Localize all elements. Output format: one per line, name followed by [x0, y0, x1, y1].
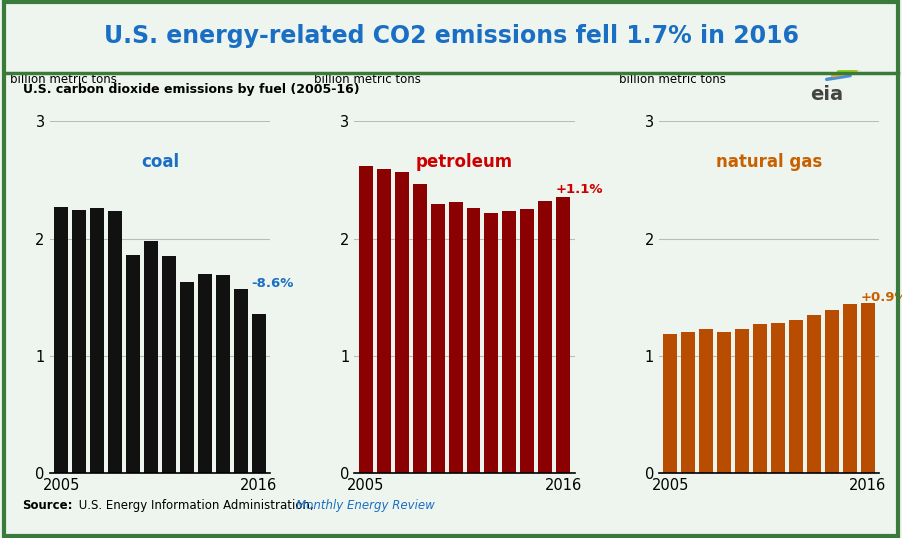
Bar	[557, 197, 570, 473]
Bar	[179, 282, 194, 473]
Bar	[144, 241, 158, 473]
Text: billion metric tons: billion metric tons	[315, 73, 421, 86]
Bar	[771, 323, 785, 473]
Bar	[126, 255, 140, 473]
Bar	[90, 208, 104, 473]
Bar	[162, 256, 176, 473]
Text: billion metric tons: billion metric tons	[619, 73, 726, 86]
Bar	[484, 213, 499, 473]
Bar	[234, 289, 248, 473]
Bar	[252, 314, 266, 473]
Bar	[825, 310, 839, 473]
Text: -8.6%: -8.6%	[252, 277, 294, 289]
Bar	[359, 166, 373, 473]
Bar	[807, 315, 821, 473]
Bar	[842, 305, 857, 473]
Bar	[216, 275, 230, 473]
Bar	[108, 211, 122, 473]
Bar	[538, 201, 552, 473]
Text: natural gas: natural gas	[716, 153, 823, 171]
Text: U.S. Energy Information Administration,: U.S. Energy Information Administration,	[75, 499, 318, 512]
Bar	[520, 209, 534, 473]
Bar	[395, 172, 409, 473]
Bar	[735, 329, 750, 473]
Text: coal: coal	[141, 153, 179, 171]
Text: Source:: Source:	[23, 499, 73, 512]
Bar	[699, 329, 713, 473]
Text: +1.1%: +1.1%	[556, 183, 603, 196]
Bar	[717, 332, 732, 473]
Bar	[466, 208, 481, 473]
Bar	[502, 211, 516, 473]
Text: +0.9%: +0.9%	[861, 291, 902, 304]
Text: U.S. carbon dioxide emissions by fuel (2005-16): U.S. carbon dioxide emissions by fuel (2…	[23, 83, 359, 96]
Bar	[663, 334, 677, 473]
Text: Monthly Energy Review: Monthly Energy Review	[296, 499, 435, 512]
Bar	[753, 324, 767, 473]
Text: U.S. energy-related CO2 emissions fell 1.7% in 2016: U.S. energy-related CO2 emissions fell 1…	[104, 24, 798, 48]
Bar	[448, 202, 463, 473]
Bar	[377, 169, 391, 473]
Bar	[72, 210, 87, 473]
Bar	[861, 303, 875, 473]
Text: eia: eia	[810, 85, 843, 104]
Text: petroleum: petroleum	[416, 153, 513, 171]
Bar	[198, 274, 212, 473]
Text: billion metric tons: billion metric tons	[10, 73, 116, 86]
Bar	[413, 185, 427, 473]
Bar	[54, 207, 69, 473]
Bar	[789, 320, 803, 473]
Bar	[430, 204, 445, 473]
Bar	[681, 332, 695, 473]
